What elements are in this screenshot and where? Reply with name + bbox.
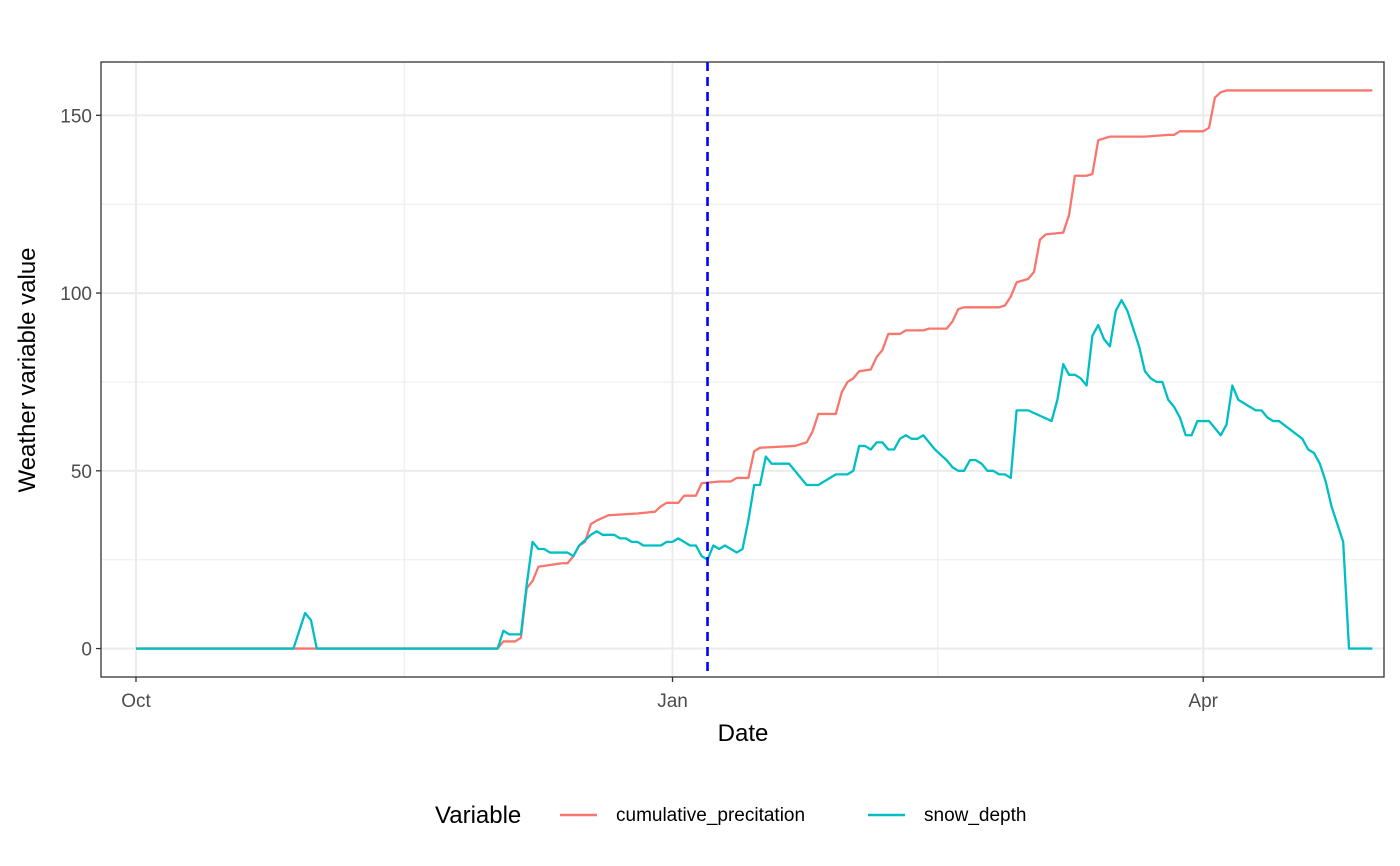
y-axis-title: Weather variable value bbox=[14, 247, 41, 492]
x-tick-label: Apr bbox=[1188, 691, 1218, 712]
series-line-cumulative-precitation bbox=[135, 89, 1373, 650]
y-tick-label: 100 bbox=[60, 284, 92, 305]
legend-title: Variable bbox=[435, 802, 521, 829]
y-axis: 0 50 100 150 bbox=[60, 106, 101, 661]
plot-panel-border bbox=[100, 61, 1385, 678]
y-tick-label: 50 bbox=[71, 462, 92, 483]
minor-gridlines bbox=[101, 62, 1384, 677]
x-axis-title: Date bbox=[718, 720, 769, 747]
x-tick-label: Jan bbox=[657, 691, 688, 712]
x-axis: Oct Jan Apr bbox=[121, 677, 1219, 712]
legend: Variable cumulative_precitation snow_dep… bbox=[435, 802, 1026, 829]
legend-label-cumulative-precitation: cumulative_precitation bbox=[616, 805, 805, 826]
legend-label-snow-depth: snow_depth bbox=[924, 805, 1026, 826]
y-tick-label: 150 bbox=[60, 106, 92, 127]
y-tick-label: 0 bbox=[81, 640, 92, 661]
series-lines bbox=[135, 89, 1373, 650]
series-line-snow-depth bbox=[135, 299, 1373, 650]
x-tick-label: Oct bbox=[121, 691, 151, 712]
